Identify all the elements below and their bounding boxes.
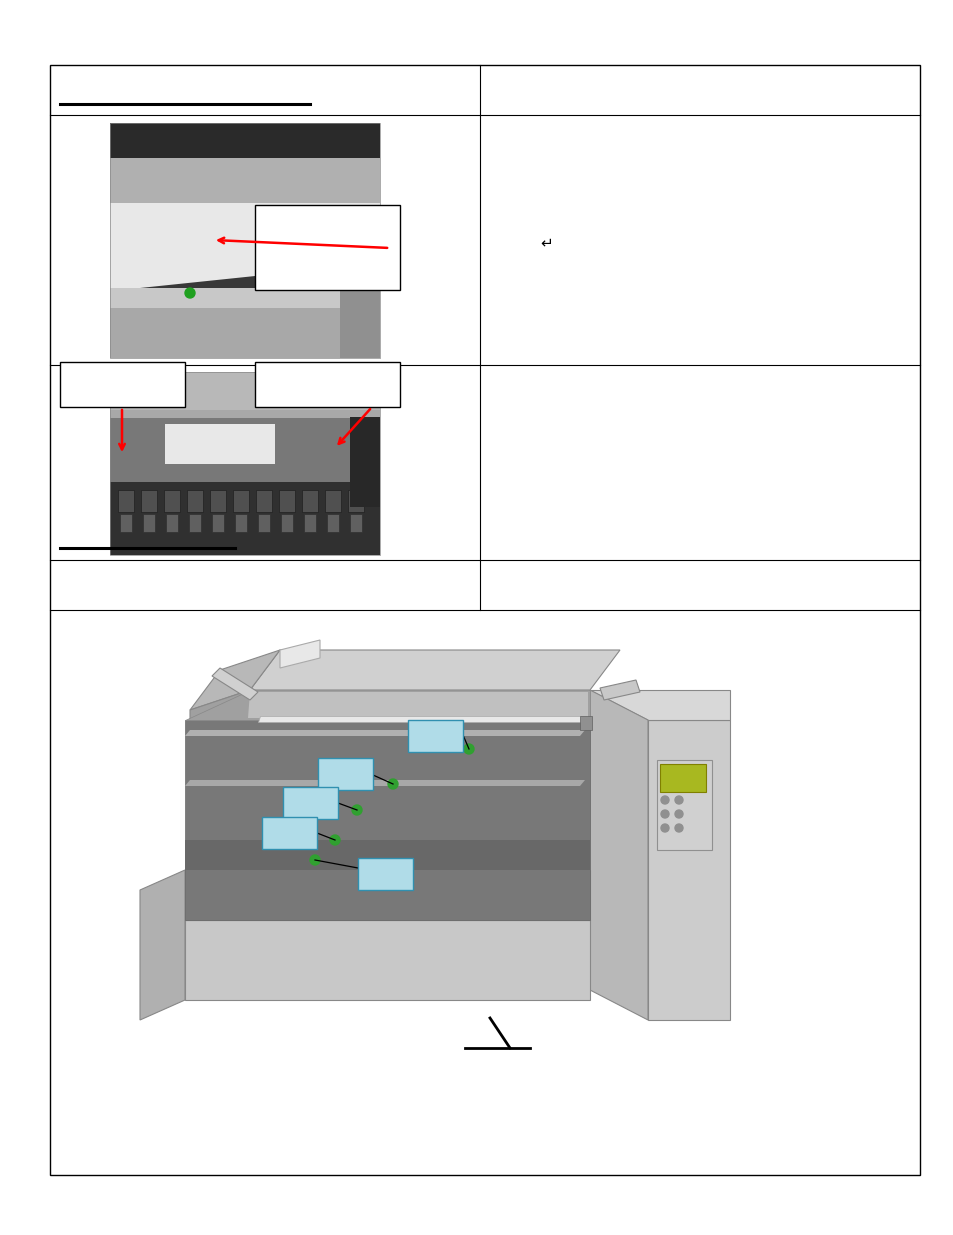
Polygon shape: [647, 720, 729, 1020]
Bar: [257, 514, 270, 532]
Bar: [212, 514, 224, 532]
Bar: [350, 417, 379, 508]
Polygon shape: [140, 869, 185, 1020]
Polygon shape: [185, 690, 589, 720]
Text: ↵: ↵: [539, 235, 552, 249]
Bar: [254, 205, 399, 290]
Bar: [283, 787, 337, 819]
Circle shape: [330, 835, 339, 845]
Polygon shape: [250, 650, 619, 690]
Circle shape: [660, 824, 668, 832]
Bar: [408, 720, 462, 752]
Bar: [110, 158, 379, 312]
Circle shape: [660, 797, 668, 804]
Polygon shape: [257, 716, 585, 722]
Polygon shape: [589, 690, 647, 1020]
Bar: [210, 490, 226, 513]
Bar: [317, 758, 373, 790]
Bar: [120, 514, 132, 532]
Bar: [141, 490, 157, 513]
Polygon shape: [579, 716, 592, 730]
Bar: [357, 858, 413, 890]
Polygon shape: [589, 690, 729, 720]
Bar: [110, 158, 200, 219]
Polygon shape: [185, 730, 584, 736]
Polygon shape: [190, 650, 280, 710]
Bar: [187, 490, 203, 513]
Bar: [60, 362, 185, 408]
Bar: [110, 288, 379, 358]
Bar: [278, 490, 294, 513]
Polygon shape: [110, 158, 379, 233]
Polygon shape: [599, 680, 639, 700]
Circle shape: [185, 288, 194, 298]
Polygon shape: [185, 840, 589, 869]
Polygon shape: [280, 640, 319, 668]
Circle shape: [352, 805, 361, 815]
Circle shape: [675, 810, 682, 818]
Circle shape: [463, 743, 474, 755]
Bar: [234, 514, 247, 532]
Bar: [118, 490, 133, 513]
Circle shape: [388, 779, 397, 789]
Polygon shape: [248, 692, 587, 718]
Bar: [110, 372, 379, 555]
Polygon shape: [212, 668, 257, 700]
Bar: [110, 410, 379, 482]
Bar: [110, 203, 379, 293]
Bar: [327, 514, 338, 532]
Bar: [110, 482, 379, 555]
Bar: [348, 490, 364, 513]
Bar: [110, 124, 379, 358]
Bar: [659, 764, 705, 792]
Circle shape: [660, 810, 668, 818]
Bar: [50, 65, 919, 1174]
Bar: [302, 490, 317, 513]
Polygon shape: [185, 781, 584, 785]
Circle shape: [675, 824, 682, 832]
Bar: [110, 124, 379, 158]
Polygon shape: [185, 720, 589, 920]
Bar: [325, 490, 340, 513]
Bar: [143, 514, 154, 532]
Bar: [110, 372, 379, 555]
Polygon shape: [185, 920, 589, 1000]
Bar: [657, 760, 711, 850]
Bar: [166, 514, 178, 532]
Bar: [110, 372, 379, 410]
Bar: [233, 490, 249, 513]
Bar: [189, 514, 201, 532]
Bar: [350, 514, 361, 532]
Polygon shape: [185, 869, 589, 920]
Bar: [110, 308, 379, 358]
Bar: [281, 514, 293, 532]
Polygon shape: [140, 263, 379, 303]
Bar: [262, 818, 316, 848]
Bar: [110, 410, 379, 417]
Polygon shape: [190, 690, 250, 720]
Bar: [254, 362, 399, 408]
Bar: [339, 228, 379, 358]
Circle shape: [675, 797, 682, 804]
Bar: [165, 424, 274, 464]
Bar: [255, 490, 272, 513]
Bar: [164, 490, 180, 513]
Bar: [304, 514, 315, 532]
Circle shape: [310, 855, 319, 864]
Polygon shape: [185, 840, 584, 846]
